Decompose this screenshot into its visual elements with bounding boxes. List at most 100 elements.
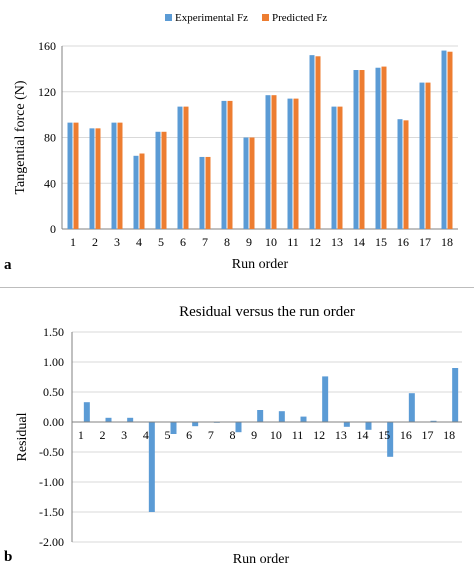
x-tick-label: 2 <box>100 428 106 442</box>
x-tick-label: 5 <box>165 428 171 442</box>
chart-title: Residual versus the run order <box>179 304 355 320</box>
x-tick-label: 17 <box>422 428 434 442</box>
predicted-bar <box>293 98 299 229</box>
x-tick-label: 15 <box>378 428 390 442</box>
x-tick-label: 4 <box>136 235 142 249</box>
x-tick-label: 15 <box>375 235 387 249</box>
y-axis-title: Tangential force (N) <box>13 80 28 194</box>
x-tick-label: 3 <box>121 428 127 442</box>
y-tick-label: -2.00 <box>39 535 64 549</box>
x-tick-label: 14 <box>357 428 369 442</box>
y-tick-label: 1.00 <box>43 355 64 369</box>
force-chart-panel: 0 40 80 120 160 1 2 3 4 5 6 7 8 9 10 11 12 13 14 15 16 17 18 Ru… <box>0 0 474 284</box>
residual-bar <box>408 393 415 422</box>
x-tick-label: 17 <box>419 235 431 249</box>
experimental-bar <box>177 106 183 229</box>
residual-bar <box>192 422 199 427</box>
x-tick-label: 9 <box>246 235 252 249</box>
predicted-bar <box>161 131 167 229</box>
experimental-bar <box>221 100 227 230</box>
predicted-bar <box>381 66 387 230</box>
residual-bar <box>83 402 90 422</box>
predicted-bar <box>73 122 79 229</box>
x-tick-label: 11 <box>287 235 299 249</box>
y-tick-label: 1.50 <box>43 325 64 339</box>
residual-bar <box>127 417 134 422</box>
x-tick-label: 1 <box>78 428 84 442</box>
experimental-bar <box>111 122 117 229</box>
x-tick-label: 7 <box>208 428 214 442</box>
x-tick-label: 1 <box>70 235 76 249</box>
x-tick-label: 10 <box>265 235 277 249</box>
panel-label-b: b <box>4 549 13 565</box>
experimental-bar <box>353 70 359 229</box>
y-tick-label: 0.00 <box>43 415 64 429</box>
experimental-bar <box>331 106 337 229</box>
residual-bar <box>387 422 394 457</box>
predicted-bar <box>249 137 255 229</box>
experimental-bar <box>243 137 249 229</box>
legend-swatch-experimental <box>165 14 172 21</box>
residual-bar <box>278 411 285 422</box>
predicted-bar <box>117 122 123 229</box>
x-tick-label: 13 <box>335 428 347 442</box>
predicted-bar <box>95 128 101 229</box>
y-tick-label: 160 <box>38 39 56 53</box>
residual-chart-panel: Residual versus the run order 1.50 1.00 0.5… <box>0 290 474 578</box>
experimental-bar <box>89 128 95 229</box>
panel-label-a: a <box>4 257 12 273</box>
experimental-bar <box>309 55 315 230</box>
y-tick-label: 120 <box>38 85 56 99</box>
residual-bar <box>148 422 155 512</box>
x-tick-label: 12 <box>309 235 321 249</box>
x-tick-label: 13 <box>331 235 343 249</box>
x-tick-label: 12 <box>313 428 325 442</box>
x-tick-label: 14 <box>353 235 365 249</box>
x-axis-title: Run order <box>233 552 290 567</box>
experimental-bar <box>155 131 161 229</box>
experimental-bar <box>199 156 205 229</box>
x-tick-label: 3 <box>114 235 120 249</box>
y-tick-label: 40 <box>44 176 56 190</box>
x-tick-label: 9 <box>251 428 257 442</box>
predicted-bar <box>315 56 321 230</box>
x-tick-label: 18 <box>443 428 455 442</box>
x-tick-label: 5 <box>158 235 164 249</box>
residual-bar <box>170 422 177 434</box>
y-tick-label: -0.50 <box>39 445 64 459</box>
predicted-bar <box>337 106 343 229</box>
x-tick-label: 16 <box>400 428 412 442</box>
predicted-bar <box>139 153 145 229</box>
residual-chart: Residual versus the run order 1.50 1.00 0.5… <box>15 304 462 567</box>
residual-bar <box>235 422 242 433</box>
predicted-bar <box>359 70 365 229</box>
residual-bar <box>430 420 437 422</box>
experimental-bar <box>397 119 403 229</box>
residual-bar <box>322 376 329 422</box>
x-tick-label: 7 <box>202 235 208 249</box>
legend-label-predicted: Predicted Fz <box>272 12 327 24</box>
residual-bar <box>105 417 112 422</box>
x-tick-label: 6 <box>180 235 186 249</box>
residual-bar <box>257 410 264 422</box>
residual-bar <box>300 416 307 422</box>
x-tick-label: 16 <box>397 235 409 249</box>
x-tick-label: 6 <box>186 428 192 442</box>
legend-swatch-predicted <box>262 14 269 21</box>
x-axis-title: Run order <box>232 257 289 272</box>
panel-divider <box>0 287 474 288</box>
experimental-bar <box>419 82 425 229</box>
predicted-bar <box>271 95 277 230</box>
legend-label-experimental: Experimental Fz <box>175 12 248 24</box>
y-tick-label: -1.00 <box>39 475 64 489</box>
x-tick-label: 8 <box>224 235 230 249</box>
predicted-bar <box>227 100 233 230</box>
residual-bar <box>452 368 459 422</box>
residual-bar <box>365 422 372 430</box>
x-tick-label: 11 <box>292 428 304 442</box>
experimental-bar <box>287 98 293 229</box>
y-tick-label: 80 <box>44 131 56 145</box>
y-tick-label: 0 <box>50 222 56 236</box>
predicted-bar <box>447 51 453 229</box>
